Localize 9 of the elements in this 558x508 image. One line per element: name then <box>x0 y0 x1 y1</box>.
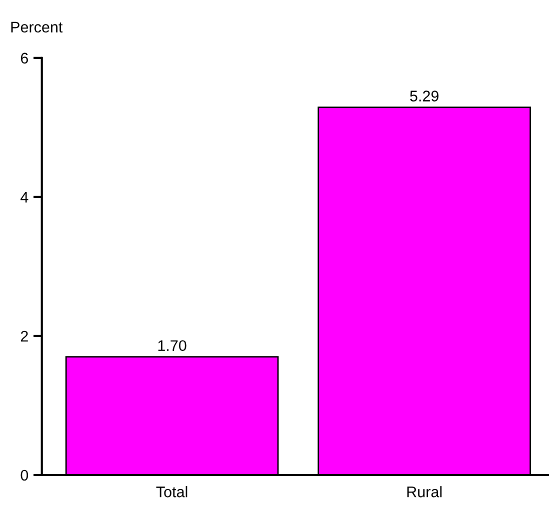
y-tick-label: 6 <box>20 52 28 64</box>
y-tick-label: 2 <box>20 330 28 342</box>
data-label: 1.70 <box>158 340 186 352</box>
y-axis-title: Percent <box>11 22 63 33</box>
y-tick-label: 4 <box>20 192 28 202</box>
data-label: 5.29 <box>410 90 438 102</box>
x-tick-label: Rural <box>407 486 442 498</box>
x-tick-label: Total <box>156 486 188 498</box>
y-tick-label: 0 <box>20 470 28 481</box>
